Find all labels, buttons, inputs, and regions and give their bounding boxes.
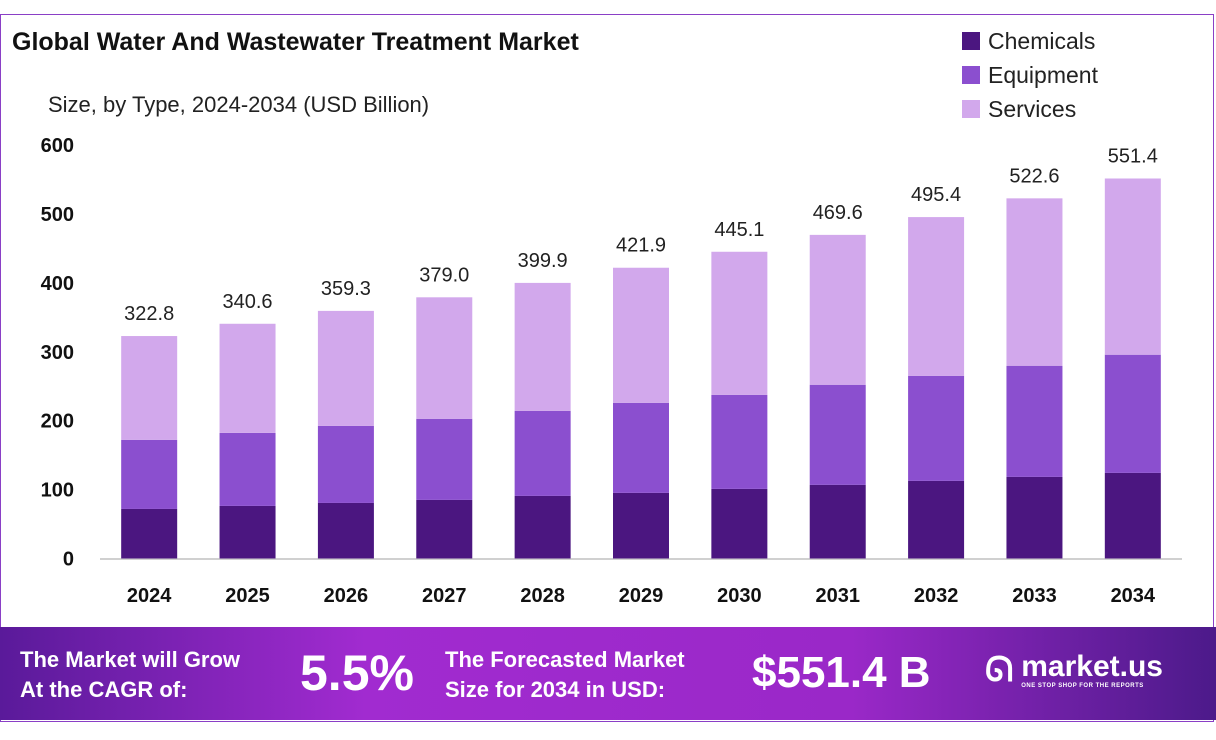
y-tick-label: 400 bbox=[41, 273, 74, 295]
data-label: 340.6 bbox=[223, 291, 273, 313]
data-label: 322.8 bbox=[124, 303, 174, 325]
y-tick-label: 300 bbox=[41, 342, 74, 364]
bar-segment-chemicals bbox=[219, 505, 276, 559]
bar-segment-services bbox=[908, 217, 965, 376]
cagr-label-line: The Market will Grow bbox=[20, 647, 241, 672]
bar-segment-chemicals bbox=[317, 502, 374, 559]
bar-segment-services bbox=[809, 234, 866, 385]
x-tick-label: 2026 bbox=[324, 585, 369, 607]
bar-segment-chemicals bbox=[1006, 476, 1063, 559]
y-tick-label: 100 bbox=[41, 480, 74, 502]
y-tick-label: 600 bbox=[41, 135, 74, 157]
data-label: 522.6 bbox=[1009, 165, 1059, 187]
forecast-value: $551.4 B bbox=[752, 648, 931, 697]
data-label: 379.0 bbox=[419, 264, 469, 286]
legend-label: Services bbox=[988, 95, 1077, 122]
chart-frame bbox=[0, 14, 1214, 722]
logo-icon: ᘏ bbox=[985, 651, 1014, 689]
x-tick-label: 2030 bbox=[717, 585, 762, 607]
legend-item-services: Services bbox=[962, 92, 1098, 126]
bar-segment-chemicals bbox=[711, 488, 768, 559]
bar-segment-chemicals bbox=[121, 508, 178, 559]
bar-segment-chemicals bbox=[809, 484, 866, 559]
market-us-logo: ᘏ market.us ONE STOP SHOP FOR THE REPORTS bbox=[985, 651, 1163, 690]
x-tick-label: 2027 bbox=[422, 585, 467, 607]
data-label: 495.4 bbox=[911, 184, 961, 206]
data-label: 399.9 bbox=[518, 250, 568, 272]
bar-segment-equipment bbox=[514, 410, 571, 496]
bar-segment-equipment bbox=[613, 402, 669, 493]
bar-segment-services bbox=[219, 323, 276, 433]
forecast-label-line: Size for 2034 in USD: bbox=[445, 677, 666, 702]
data-label: 359.3 bbox=[321, 278, 371, 300]
y-tick-label: 500 bbox=[41, 204, 74, 226]
bar-segment-equipment bbox=[219, 432, 276, 506]
legend-item-chemicals: Chemicals bbox=[962, 24, 1098, 58]
forecast-label-line: The Forecasted Market bbox=[445, 647, 685, 672]
bar-segment-services bbox=[121, 336, 178, 440]
data-label: 445.1 bbox=[714, 219, 764, 241]
bar-segment-chemicals bbox=[908, 480, 965, 559]
y-tick-label: 0 bbox=[63, 549, 74, 571]
bar-segment-equipment bbox=[317, 425, 374, 503]
data-label: 469.6 bbox=[813, 202, 863, 224]
bar-chart: 0 100 200 300 400 500 600 322.8 2024 340.6 2025 359… bbox=[41, 135, 1182, 607]
bar-segment-equipment bbox=[711, 394, 768, 489]
x-tick-label: 2024 bbox=[127, 585, 172, 607]
bar-segment-services bbox=[711, 251, 768, 395]
bar-segment-services bbox=[1006, 198, 1063, 366]
cagr-label: The Market will Grow At the CAGR of: bbox=[20, 645, 240, 705]
bar-segment-chemicals bbox=[613, 492, 669, 559]
legend-label: Equipment bbox=[988, 61, 1098, 88]
chart-title: Global Water And Wastewater Treatment Ma… bbox=[12, 28, 579, 56]
bar-segment-services bbox=[514, 282, 571, 411]
bar-segment-services bbox=[416, 297, 473, 419]
logo-name: market.us bbox=[1021, 649, 1163, 683]
cagr-label-line: At the CAGR of: bbox=[20, 677, 188, 702]
x-tick-label: 2028 bbox=[520, 585, 565, 607]
legend-swatch bbox=[962, 66, 980, 84]
legend-swatch bbox=[962, 100, 980, 118]
bar-segment-chemicals bbox=[416, 499, 473, 559]
bar-segment-services bbox=[317, 310, 374, 426]
bar-segment-services bbox=[613, 267, 669, 403]
legend-swatch bbox=[962, 32, 980, 50]
bar-segment-services bbox=[1104, 178, 1161, 355]
x-tick-label: 2031 bbox=[815, 585, 860, 607]
legend-item-equipment: Equipment bbox=[962, 58, 1098, 92]
bar-segment-chemicals bbox=[1104, 472, 1161, 559]
legend: Chemicals Equipment Services bbox=[962, 24, 1098, 126]
x-tick-label: 2032 bbox=[914, 585, 959, 607]
bar-segment-equipment bbox=[1104, 354, 1161, 473]
chart-subtitle: Size, by Type, 2024-2034 (USD Billion) bbox=[48, 92, 430, 117]
x-tick-label: 2025 bbox=[225, 585, 270, 607]
legend-label: Chemicals bbox=[988, 27, 1096, 54]
x-tick-label: 2029 bbox=[619, 585, 664, 607]
bar-segment-chemicals bbox=[514, 495, 571, 559]
bar-segment-equipment bbox=[1006, 365, 1063, 477]
data-label: 421.9 bbox=[616, 235, 666, 257]
y-tick-label: 200 bbox=[41, 411, 74, 433]
cagr-value: 5.5% bbox=[300, 645, 414, 701]
x-tick-label: 2033 bbox=[1012, 585, 1057, 607]
data-label: 551.4 bbox=[1108, 145, 1158, 167]
forecast-label: The Forecasted Market Size for 2034 in US… bbox=[445, 645, 685, 705]
bar-segment-equipment bbox=[121, 439, 178, 509]
summary-banner: The Market will Grow At the CAGR of: 5.5%… bbox=[0, 627, 1216, 720]
bar-segment-equipment bbox=[908, 375, 965, 481]
bar-segment-equipment bbox=[809, 384, 866, 485]
x-tick-label: 2034 bbox=[1111, 585, 1156, 607]
logo-tagline: ONE STOP SHOP FOR THE REPORTS bbox=[1021, 682, 1144, 689]
bar-segment-equipment bbox=[416, 418, 473, 500]
